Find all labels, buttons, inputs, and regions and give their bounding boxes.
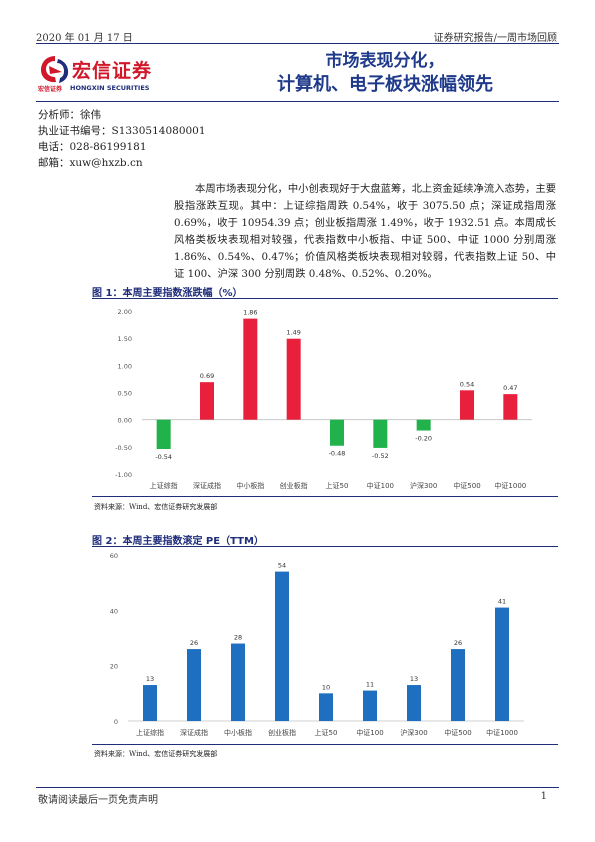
chart2-category-label: 深证成指 <box>180 728 208 737</box>
chart2-bar <box>495 607 509 721</box>
chart2-category-label: 中证100 <box>356 728 383 737</box>
chart1-bar <box>243 318 258 420</box>
chart2-ytick-label: 0 <box>114 718 118 726</box>
chart1-ytick-label: 1.50 <box>118 335 132 343</box>
figure2-bottom-rule <box>92 744 558 745</box>
chart1-category-label: 创业板指 <box>280 481 308 490</box>
chart2-category-label: 创业板指 <box>268 728 296 737</box>
figure1-source: 资料来源：Wind、宏信证券研究发展部 <box>94 503 218 511</box>
chart2-data-label: 13 <box>410 675 418 683</box>
chart2-bar <box>275 571 289 721</box>
chart2-ytick-label: 20 <box>110 663 118 671</box>
chart1-category-label: 中证1000 <box>494 481 526 490</box>
chart1-bar <box>373 419 388 448</box>
chart2-bar <box>363 690 377 721</box>
chart1-data-label: 1.49 <box>286 329 300 337</box>
company-name-small: 宏信证券 <box>38 86 63 93</box>
chart1-bar <box>330 419 344 446</box>
report-title-line1: 市场表现分化， <box>325 51 445 71</box>
analyst-phone: 电话：028-86199181 <box>38 141 147 153</box>
chart1-bar <box>503 394 518 420</box>
chart1-category-label: 上证50 <box>326 481 349 490</box>
chart1-data-label: 0.47 <box>503 384 517 392</box>
chart1-ytick-label: -1.00 <box>115 471 132 479</box>
report-type: 证券研究报告/一周市场回顾 <box>433 33 557 44</box>
chart2-category-label: 中证1000 <box>486 728 518 737</box>
figure2-title: 图 2：本周主要指数滚定 PE（TTM） <box>92 536 264 547</box>
chart2-data-label: 11 <box>366 681 374 689</box>
chart2-data-label: 10 <box>322 683 330 691</box>
chart1-category-label: 上证综指 <box>150 481 178 490</box>
chart1-ytick-label: 0.50 <box>118 390 132 398</box>
analyst-license: 执业证书编号：S1330514080001 <box>38 125 206 137</box>
analyst-name: 分析师：徐伟 <box>38 109 101 121</box>
company-logo-icon <box>41 56 69 83</box>
chart1-data-label: -0.48 <box>329 450 346 458</box>
chart1-data-label: 1.86 <box>243 309 257 317</box>
figure2-source: 资料来源：Wind、宏信证券研究发展部 <box>94 750 218 758</box>
figure2-chart: 60 40 20 0 13 上证综指 26 深证成指 28 中小板指 54 创业板指 10 上证50 11 中… <box>110 552 524 737</box>
chart2-ytick-label: 40 <box>110 607 118 615</box>
chart2-data-label: 13 <box>146 675 154 683</box>
chart1-ytick-label: 2.00 <box>118 308 132 316</box>
chart1-category-label: 中证500 <box>453 481 480 490</box>
chart2-bar <box>319 693 333 721</box>
page-number: 1 <box>540 791 547 802</box>
chart1-ytick-label: 1.00 <box>118 362 132 370</box>
footer-disclaimer: 敬请阅读最后一页免责声明 <box>38 795 158 806</box>
chart1-ytick-label: 0.00 <box>118 417 132 425</box>
company-name-cn: 宏信证券 <box>72 60 153 82</box>
analyst-info: 分析师：徐伟 执业证书编号：S1330514080001 电话：028-8619… <box>38 107 206 171</box>
chart1-bar <box>200 382 214 420</box>
header-divider <box>36 43 559 44</box>
chart2-data-label: 28 <box>234 634 242 642</box>
chart2-category-label: 中小板指 <box>224 728 252 737</box>
chart1-data-label: -0.20 <box>415 435 432 443</box>
chart2-data-label: 26 <box>190 639 198 647</box>
chart1-ytick-label: -0.50 <box>115 444 132 452</box>
chart2-data-label: 26 <box>454 639 462 647</box>
chart1-data-label: 0.69 <box>200 372 214 380</box>
figure2-top-rule <box>92 546 558 547</box>
chart1-data-label: 0.54 <box>460 380 474 388</box>
chart1-bar <box>416 419 431 431</box>
report-date: 2020 年 01 月 17 日 <box>36 33 133 44</box>
chart2-category-label: 上证50 <box>315 728 338 737</box>
chart2-bar <box>231 643 245 721</box>
company-name-en: HONGXIN SECURITIES <box>70 84 150 92</box>
figure1-chart: 2.00 1.50 1.00 0.50 0.00 -0.50 -1.00 -0.54 上证综指 0… <box>115 308 532 490</box>
chart2-data-label: 54 <box>278 562 286 570</box>
figure1-title: 图 1：本周主要指数涨跌幅（%） <box>92 288 243 299</box>
chart2-bar <box>407 685 421 721</box>
chart1-category-label: 中小板指 <box>236 481 264 490</box>
chart2-bar <box>451 649 465 721</box>
chart1-bar <box>460 390 474 420</box>
chart1-data-label: -0.52 <box>372 452 389 460</box>
chart1-data-label: -0.54 <box>155 453 172 461</box>
figure1-bottom-rule <box>92 496 558 497</box>
chart2-bar <box>187 649 201 721</box>
figure1-top-rule <box>92 298 558 299</box>
footer-divider <box>36 787 559 788</box>
chart2-bar <box>143 685 157 721</box>
summary-paragraph: 本周市场表现分化，中小创表现好于大盘蓝筹，北上资金延续净流入态势，主要股指涨跌互… <box>174 183 556 280</box>
title-divider <box>36 101 559 102</box>
chart1-category-label: 中证100 <box>367 481 394 490</box>
analyst-email: 邮箱：xuw@hxzb.cn <box>38 157 143 169</box>
chart2-category-label: 上证综指 <box>136 728 164 737</box>
chart2-category-label: 沪深300 <box>400 728 427 737</box>
chart1-bar <box>156 419 171 450</box>
chart1-category-label: 沪深300 <box>410 481 437 490</box>
report-title: 市场表现分化， 计算机、电子板块涨幅领先 <box>235 49 535 97</box>
chart1-bar <box>286 338 301 420</box>
report-title-line2: 计算机、电子板块涨幅领先 <box>277 74 493 95</box>
chart2-ytick-label: 60 <box>110 552 118 560</box>
chart2-data-label: 41 <box>498 598 506 606</box>
chart1-category-label: 深证成指 <box>193 481 221 490</box>
chart2-category-label: 中证500 <box>444 728 471 737</box>
